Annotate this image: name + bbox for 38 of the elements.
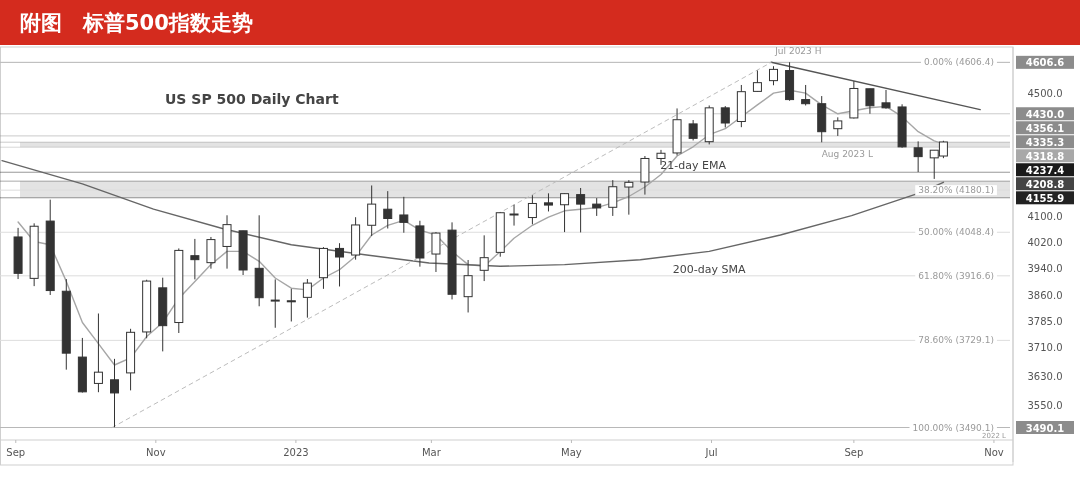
x-tick-label: Mar	[421, 447, 442, 458]
ref-line-label: 4356.1	[1025, 122, 1065, 134]
x-tick-label: Sep	[844, 447, 864, 458]
annotation: 0.00% (4606.4)	[923, 57, 994, 68]
ref-line-label: 4208.8	[1025, 178, 1065, 190]
annotation: Aug 2023 L	[821, 149, 873, 160]
x-tick-label: Jul	[704, 447, 718, 458]
annotation: 78.60% (3729.1)	[918, 335, 994, 346]
y-tick-label: 3785.0	[1027, 315, 1063, 327]
y-tick-label: 3550.0	[1027, 400, 1063, 412]
annotation: 61.80% (3916.6)	[918, 270, 994, 281]
x-tick-label: 2023	[283, 447, 309, 458]
ref-line-label: 4237.4	[1025, 164, 1065, 176]
text: US SP 500 Daily Chart	[165, 91, 339, 107]
x-tick-label: May	[561, 447, 582, 458]
y-tick-label: 3940.0	[1027, 262, 1063, 274]
annotation: 50.00% (4048.4)	[918, 227, 994, 238]
chart-title: 附图 标普500指数走势	[20, 11, 253, 35]
series-label: 21-day EMA	[660, 158, 727, 172]
series-label: 200-day SMA	[672, 263, 747, 277]
ref-line-label: 4335.3	[1025, 136, 1065, 148]
y-tick-label: 4100.0	[1027, 210, 1063, 222]
x-tick-label: Sep	[6, 447, 26, 458]
ref-line-label: 3490.1	[1025, 422, 1065, 434]
ref-line-label: 4318.8	[1025, 150, 1065, 162]
ref-line-label: 4155.9	[1025, 192, 1065, 204]
y-tick-label: 4500.0	[1027, 88, 1063, 100]
y-tick-label: 3710.0	[1027, 342, 1063, 354]
annotation: 100.00% (3490.1)	[912, 422, 994, 433]
ref-line-label: 4606.6	[1025, 57, 1065, 69]
y-tick-label: 3860.0	[1027, 289, 1063, 301]
annotation: 38.20% (4180.1)	[918, 185, 994, 196]
x-tick-label: Nov	[984, 447, 1004, 458]
y-tick-label: 4020.0	[1027, 236, 1063, 248]
y-tick-label: 3630.0	[1027, 370, 1063, 382]
x-tick-label: Nov	[146, 447, 166, 458]
ref-line-label: 4430.0	[1025, 108, 1065, 120]
annotation: Jul 2023 H	[774, 46, 822, 57]
